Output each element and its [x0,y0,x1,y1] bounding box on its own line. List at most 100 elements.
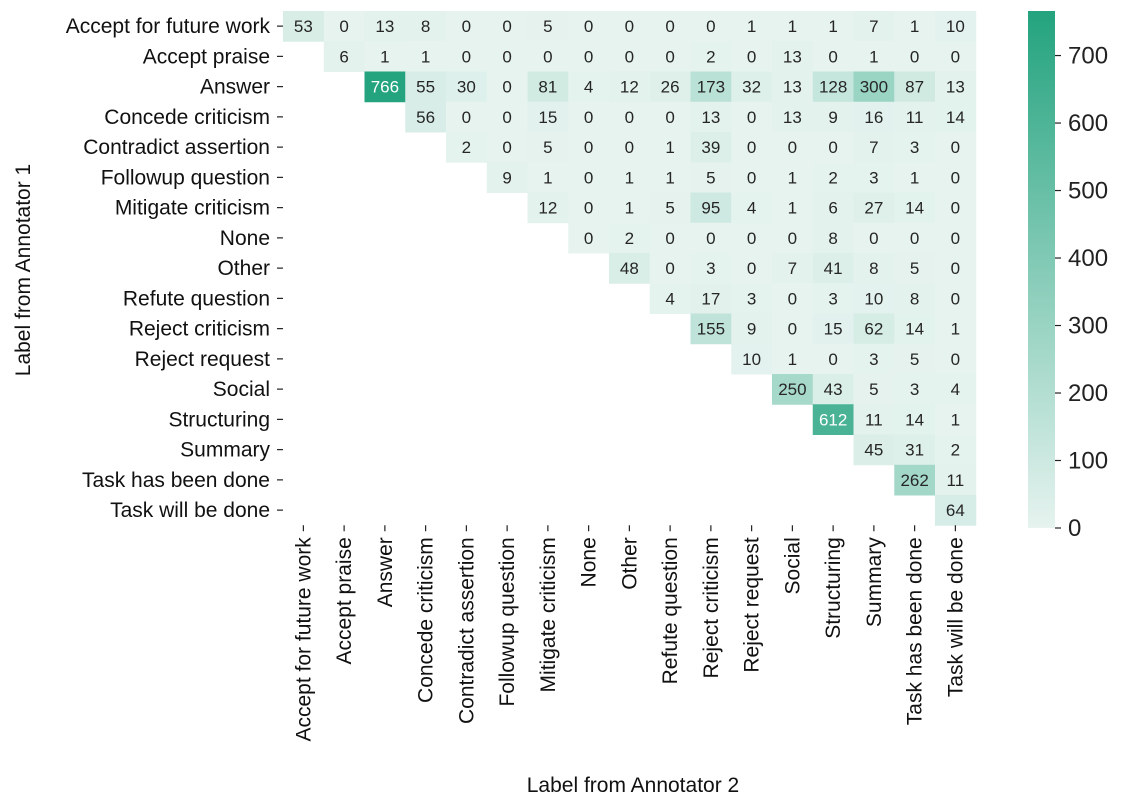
cell-value-label: 2 [625,229,634,248]
cell-value-label: 95 [701,199,720,218]
x-axis-title: Label from Annotator 2 [527,774,739,797]
heatmap-cell [812,41,854,72]
row-label: Contradict assertion [83,136,270,159]
heatmap-cell [853,132,895,163]
cell-value-label: 0 [910,229,919,248]
cell-value-label: 5 [543,138,552,157]
column-label: Task has been done [904,537,927,725]
heatmap-cell [812,192,854,224]
cell-value-label: 0 [625,17,634,36]
heatmap-cell [772,222,814,254]
cell-value-label: 0 [951,350,960,369]
cell-value-label: 10 [946,17,965,36]
heatmap-cell [609,101,651,133]
cell-value-label: 6 [828,199,837,218]
heatmap-cell [568,162,610,193]
row-label: Accept praise [143,45,270,68]
column-label: Refute question [659,537,682,684]
cell-value-label: 11 [947,471,965,490]
heatmap-cell [935,132,977,163]
cell-value-label: 3 [706,259,715,278]
cell-value-label: 0 [747,168,756,187]
cell-value-label: 39 [701,138,720,157]
cell-value-label: 10 [864,289,883,308]
colorbar-tick-label: 400 [1068,245,1108,272]
cell-value-label: 4 [747,199,756,218]
cell-value-label: 262 [900,471,928,490]
heatmap-cell [935,313,977,345]
heatmap-cell [935,374,977,405]
cell-value-label: 13 [783,78,802,97]
cell-value-label: 0 [788,320,797,339]
heatmap-cell [935,162,977,193]
cell-value-label: 1 [625,168,634,187]
cell-value-label: 45 [864,441,883,460]
cell-value-label: 1 [951,320,960,339]
cell-value-label: 0 [828,138,837,157]
heatmap-cell [486,11,528,42]
cell-value-label: 8 [910,289,919,308]
heatmap-cell [568,132,610,163]
cell-value-label: 0 [584,108,593,127]
cell-value-label: 48 [620,259,639,278]
cell-value-label: 7 [869,17,878,36]
heatmap-cell [894,343,936,375]
heatmap-cell [731,162,773,193]
heatmap-cell [935,343,977,375]
cell-value-label: 0 [584,17,593,36]
colorbar-tick-label: 500 [1068,178,1108,205]
heatmap-cell [609,132,651,163]
cell-value-label: 2 [828,168,837,187]
cell-value-label: 41 [824,259,843,278]
row-label: Answer [200,76,270,99]
cell-value-label: 81 [538,78,557,97]
cell-value-label: 766 [371,78,399,97]
heatmap-cell [894,404,936,435]
cell-value-label: 5 [665,199,674,218]
column-label: Mitigate criticism [537,537,560,692]
cell-value-label: 9 [828,108,837,127]
cell-value-label: 11 [906,108,924,127]
row-label: Refute question [123,287,270,310]
heatmap-cell [446,101,488,133]
cell-value-label: 1 [951,410,960,429]
cell-value-label: 3 [910,380,919,399]
heatmap-cell [935,434,977,466]
heatmap-cell [446,71,488,103]
cell-value-label: 5 [706,168,715,187]
cell-value-label: 0 [951,47,960,66]
heatmap-cell [364,11,406,42]
cell-value-label: 0 [462,17,471,36]
colorbar-ticks: 0 100 200 300 400 500 600 700 [1055,43,1108,542]
heatmap-cell [690,101,732,133]
cell-value-label: 1 [788,17,797,36]
heatmap-cell [853,434,895,466]
heatmap-cell [527,192,569,224]
cell-value-label: 0 [584,168,593,187]
column-label: Reject request [741,537,764,673]
heatmap-cell [486,41,528,72]
cell-value-label: 13 [783,108,802,127]
colorbar-tick-label: 700 [1068,43,1108,70]
column-label: Reject criticism [700,537,723,678]
heatmap-cell [894,41,936,72]
heatmap-cell [405,41,447,72]
cell-value-label: 0 [788,138,797,157]
row-label: Mitigate criticism [115,197,270,220]
cell-value-label: 1 [910,168,919,187]
heatmap-cell [853,253,895,284]
heatmap-cell [527,41,569,72]
heatmap-cell [772,71,814,103]
heatmap-cell [731,101,773,133]
heatmap-cell [568,41,610,72]
cell-value-label: 0 [747,47,756,66]
row-label: Task will be done [110,499,270,522]
cell-value-label: 13 [701,108,720,127]
column-label: Concede criticism [415,537,438,703]
cell-value-label: 0 [910,47,919,66]
cell-value-label: 4 [951,380,960,399]
heatmap-cell [486,71,528,103]
cell-value-label: 173 [697,78,725,97]
cell-value-label: 128 [819,78,847,97]
heatmap-cell [649,283,691,314]
